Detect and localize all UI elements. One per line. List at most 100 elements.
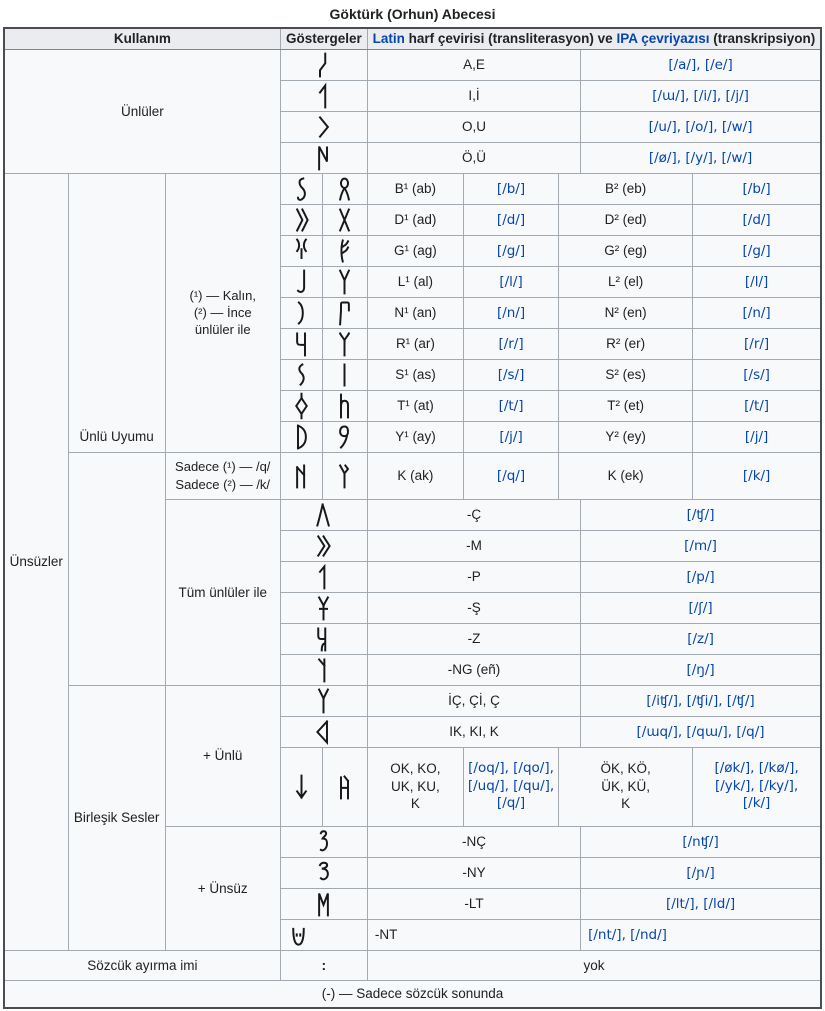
ipa-link[interactable]: IPA çevriyazısı (616, 31, 710, 47)
note-kalin-ince: (¹) — Kalın, (²) — İnce ünlüler ile (164, 172, 281, 453)
rune-b2-icon (339, 177, 351, 201)
note-arti-unsuz: + Ünsüz (164, 825, 281, 951)
latin-cell: O,U (366, 110, 582, 143)
note-tum-unluler: Tüm ünlüler ile (164, 498, 281, 686)
ipa-cell: [/s/] (462, 358, 560, 391)
latin-cell: K (ek) (558, 451, 694, 500)
table-row: Ünlüler A,E [/a/], [/e/] (3, 48, 822, 174)
rune-sh-icon (318, 595, 330, 620)
latin-cell: -NY (366, 856, 582, 889)
ipa-cell: [/ʧ/] (580, 498, 822, 531)
ipa-cell: [/nt/], [/nd/] (580, 918, 822, 951)
table-footer-row: (-) — Sadece sözcük sonunda (3, 979, 822, 1009)
glyph-cell (279, 79, 368, 112)
table-row: T¹ (at) [/t/] T² (et) [/t/] (4, 389, 822, 422)
ipa-cell: [/ʃ/] (580, 591, 822, 624)
table-row: + Ünsüz -NÇ [/nʧ/] (4, 825, 822, 951)
table-row: I,İ [/ɯ/], [/i/], [/j/] (4, 79, 822, 112)
glyph-cell (321, 451, 368, 500)
table-row: IK, KI, K [/ɯq/], [/qɯ/], [/q/] (4, 715, 822, 748)
latin-cell: -NÇ (366, 825, 582, 858)
table-row: Ö,Ü [/ø/], [/y/], [/w/] (4, 141, 822, 174)
table-row: -M [/m/] (4, 529, 822, 562)
rune-b1-icon (296, 176, 306, 201)
table-row: Birleşik Sesler + Ünlü İÇ, Çİ, Ç [/iʧ/],… (4, 684, 822, 951)
latin-cell: D² (ed) (558, 203, 694, 236)
table-row: -NY [/ɲ/] (4, 856, 822, 889)
rune-d1-icon (295, 207, 309, 232)
latin-cell: -M (366, 529, 582, 562)
ipa-cell: [/ɯ/], [/i/], [/j/] (580, 79, 822, 112)
separator-cell: : (279, 949, 368, 981)
rune-r1-icon (295, 332, 306, 356)
rune-a-icon (319, 52, 327, 77)
latin-cell: Y² (ey) (558, 420, 694, 453)
latin-cell: T² (et) (558, 389, 694, 422)
latin-cell: K (ak) (366, 451, 464, 500)
rune-y1-icon (296, 423, 307, 450)
rune-oek-icon (340, 774, 350, 799)
table-row: -Z [/z/] (4, 622, 822, 655)
latin-cell: -Ş (366, 591, 582, 624)
empty-cell (67, 451, 166, 686)
header-mid-text: harf çevirisi (transliterasyon) ve (404, 31, 617, 47)
glyph-cell (279, 234, 323, 267)
table-row: N¹ (an) [/n/] N² (en) [/n/] (4, 296, 822, 329)
latin-cell: -LT (366, 887, 582, 920)
rune-oe-ue-icon (318, 145, 329, 170)
table-row: O,U [/u/], [/o/], [/w/] (4, 110, 822, 143)
table-row: Ünsüzler Ünlü Uyumu (¹) — Kalın, (²) — İ… (3, 172, 822, 951)
glyph-cell (279, 715, 368, 748)
glyph-cell (279, 887, 368, 920)
ipa-cell: [/s/] (692, 358, 822, 391)
glyph-cell (321, 746, 368, 827)
table-row: -NG (eñ) [/ŋ/] (4, 653, 822, 686)
page-title: Göktürk (Orhun) Abecesi (329, 6, 496, 22)
rune-z-icon (317, 627, 327, 651)
section-label-unlu-uyumu: Ünlü Uyumu (67, 172, 166, 453)
glyph-cell (321, 389, 368, 422)
glyph-cell (321, 172, 368, 205)
table-row: S¹ (as) [/s/] S² (es) [/s/] (4, 358, 822, 391)
glyph-cell (321, 265, 368, 298)
rune-ke-icon (339, 463, 350, 488)
rune-kq-icon (295, 464, 306, 488)
glyph-cell (279, 265, 323, 298)
ipa-cell: [/u/], [/o/], [/w/] (580, 110, 822, 143)
rune-ng-icon (318, 657, 327, 682)
glyph-cell (321, 420, 368, 453)
table-row: Sadece (¹) — /q/ Sadece (²) — /k/ K (ak)… (4, 451, 822, 686)
rune-ny-icon (319, 861, 330, 880)
rune-n1-icon (297, 300, 304, 325)
latin-cell: S¹ (as) (366, 358, 464, 391)
latin-link[interactable]: Latin (372, 31, 405, 47)
latin-cell: A,E (366, 48, 582, 81)
rune-d2-icon (339, 207, 351, 232)
glyph-cell (279, 684, 368, 717)
ipa-cell: [/t/] (462, 389, 560, 422)
section-label-birlesik-sesler: Birleşik Sesler (67, 684, 166, 951)
section-label-unluler: Ünlüler (3, 48, 281, 174)
latin-cell: -Z (366, 622, 582, 655)
latin-cell: G¹ (ag) (366, 234, 464, 267)
glyph-cell (321, 358, 368, 391)
latin-cell: Ö,Ü (366, 141, 582, 174)
rune-t1-icon (294, 392, 308, 419)
ipa-cell: [/ŋ/] (580, 653, 822, 686)
latin-cell: B² (eb) (558, 172, 694, 205)
rune-ch-icon (316, 502, 331, 527)
latin-cell: L¹ (al) (366, 265, 464, 298)
glyph-cell (279, 560, 368, 593)
header-end-text: (transkripsiyon) (709, 31, 816, 47)
table-row: -NT [/nt/], [/nd/] (4, 918, 822, 951)
ipa-cell: [/d/] (462, 203, 560, 236)
rune-ich-icon (318, 687, 330, 713)
ipa-cell: [/n/] (692, 296, 822, 329)
glyph-cell (279, 327, 323, 360)
ipa-cell: [/ø/], [/y/], [/w/] (580, 141, 822, 174)
glyph-cell (321, 327, 368, 360)
rune-m-icon (317, 534, 332, 557)
latin-cell: -P (366, 560, 582, 593)
latin-cell: ÖK, KÖ, ÜK, KÜ, K (558, 746, 694, 827)
ipa-cell: [/r/] (462, 327, 560, 360)
